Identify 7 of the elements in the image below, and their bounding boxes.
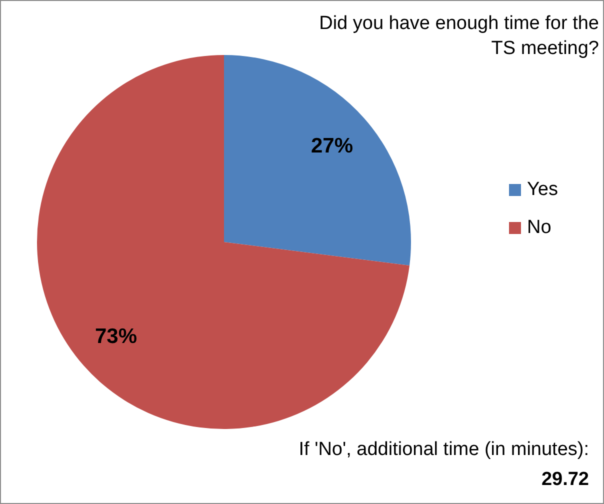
text: 29.72 — [540, 468, 589, 492]
data-label: 27% — [310, 134, 354, 158]
text: If 'No', additional time (in minutes): — [298, 438, 589, 462]
legend-label: No — [527, 217, 552, 239]
legend-label: Yes — [527, 179, 558, 201]
data-label: 73% — [94, 325, 138, 348]
chart-title: Did you have enough time for the TS meeting? — [318, 12, 599, 61]
